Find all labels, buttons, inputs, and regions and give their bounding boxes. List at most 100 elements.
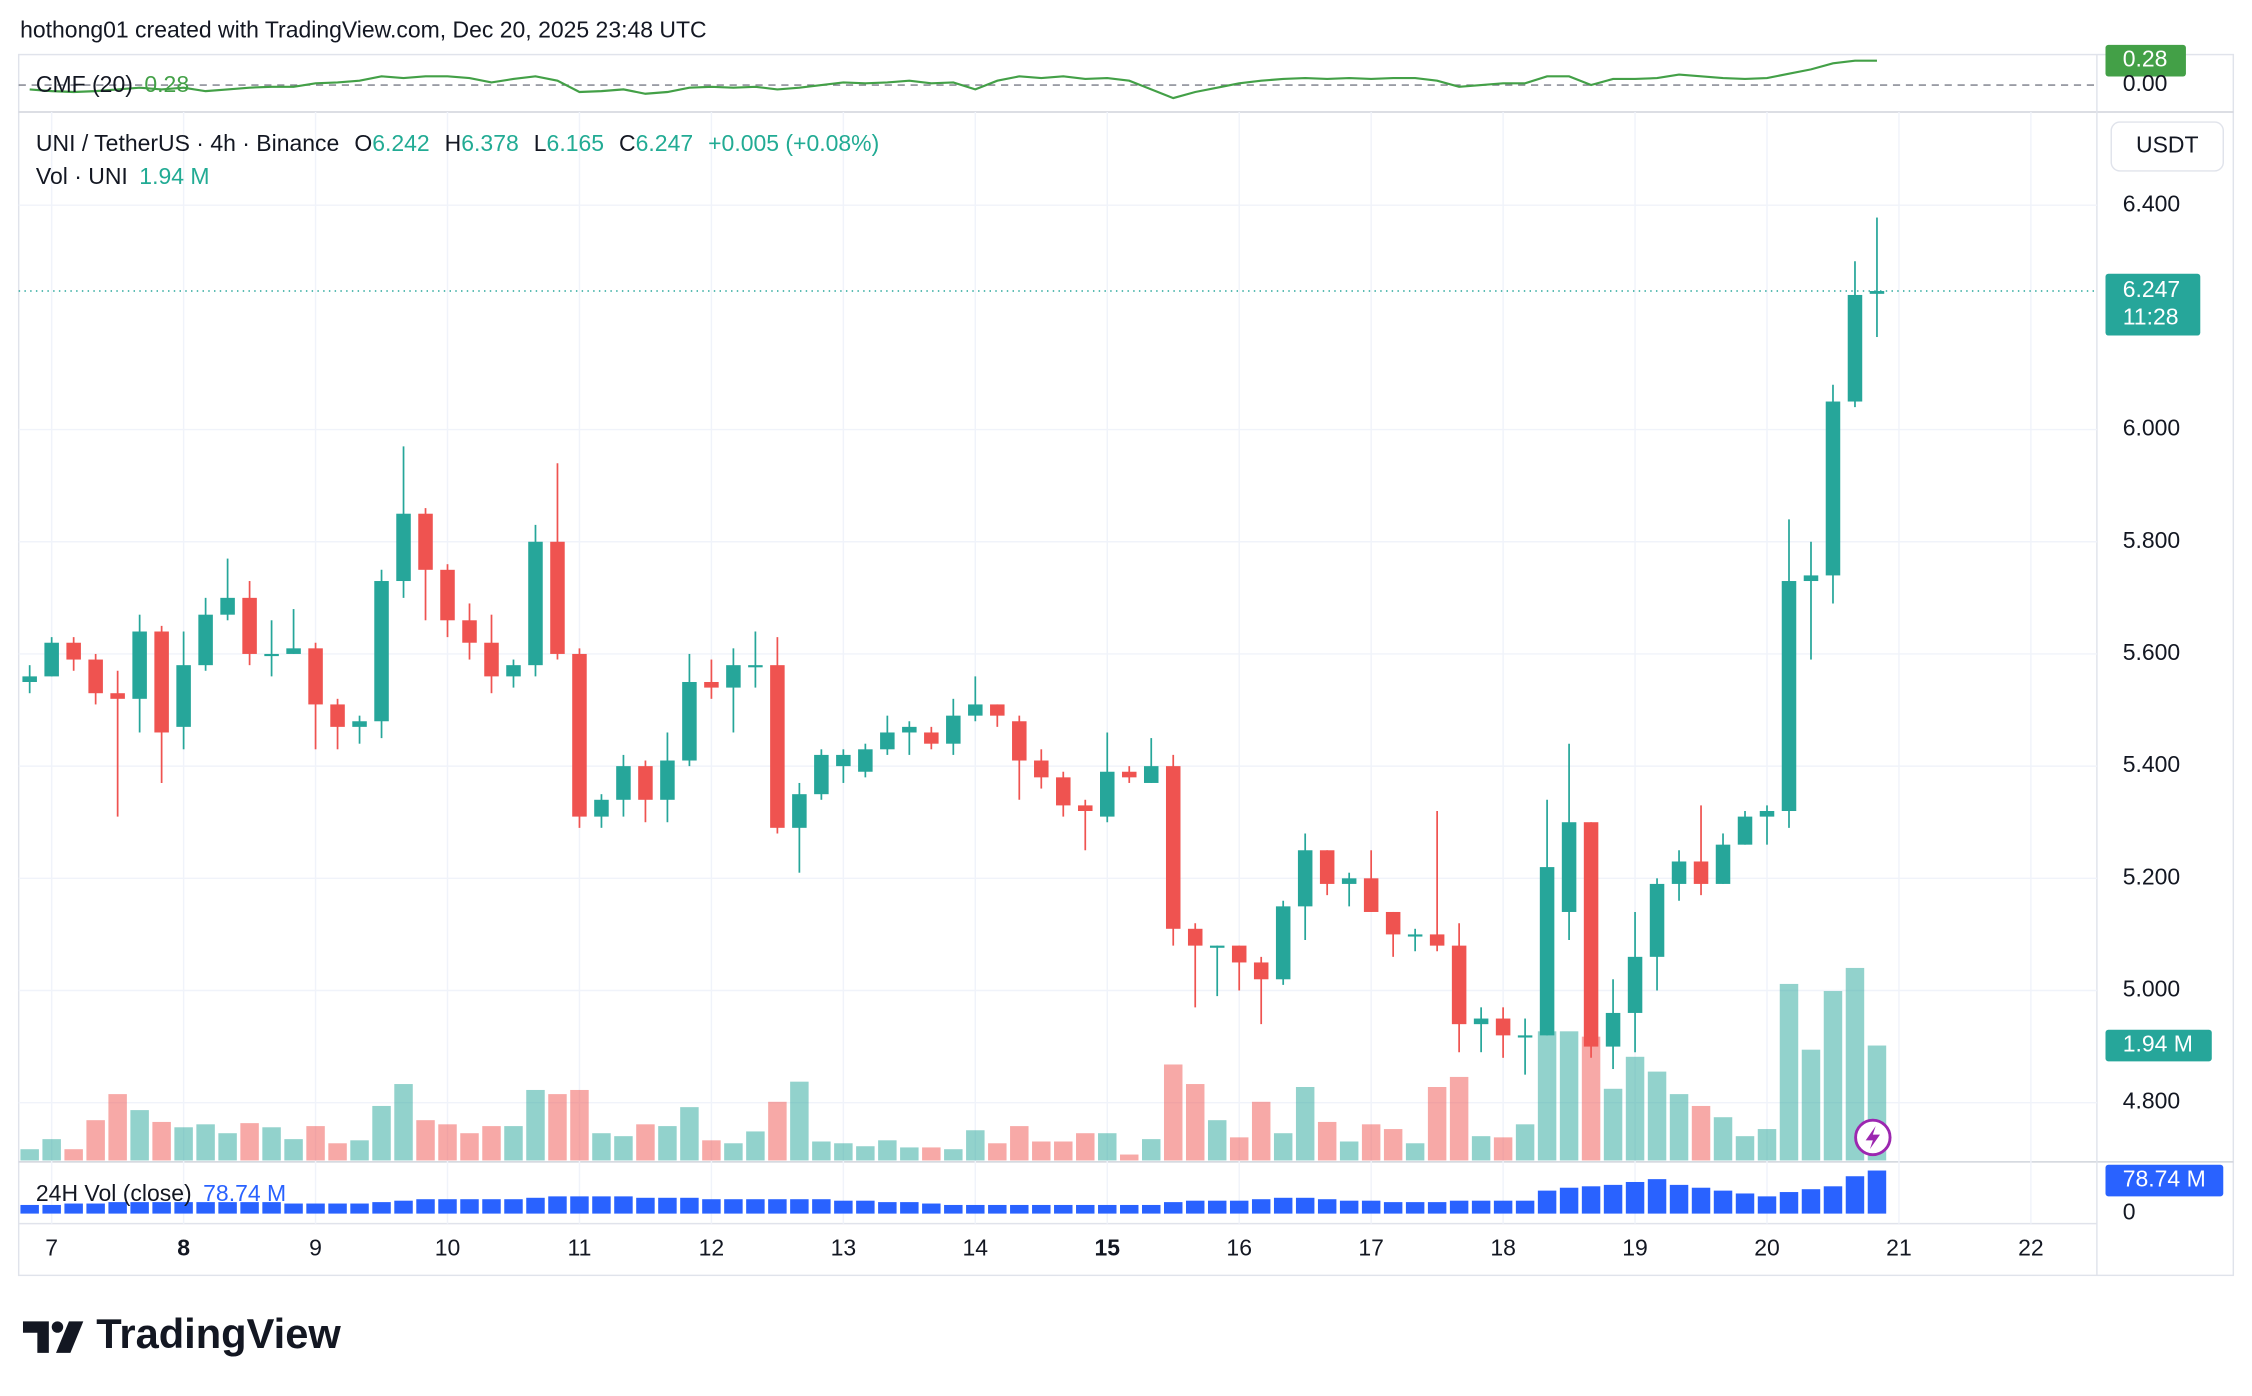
high-value: 6.378 (461, 130, 518, 156)
x-tick-label: 10 (435, 1235, 461, 1261)
candle-body (858, 749, 873, 772)
vol24h-bar (1295, 1197, 1315, 1214)
candle-body (572, 653, 587, 817)
candle-body (1583, 822, 1599, 1047)
vol24h-bar (1185, 1200, 1205, 1214)
candle-body (1429, 934, 1445, 946)
vol24h-bar (42, 1204, 61, 1214)
candle-body (990, 704, 1005, 716)
volume-name: Vol · UNI (36, 163, 128, 189)
volume-bar (1120, 1154, 1139, 1161)
cmf-legend: CMF (20) 0.28 (36, 71, 189, 97)
candle-body (330, 704, 345, 727)
vol24h-bar (570, 1196, 589, 1214)
vol24h-bar (636, 1197, 655, 1214)
vol24h-bar (1010, 1204, 1029, 1214)
volume-bar (1713, 1117, 1733, 1161)
volume-bar (1383, 1129, 1403, 1161)
vol24h-bar (306, 1203, 325, 1214)
volume-bar (284, 1139, 303, 1161)
volume-bar (1142, 1139, 1161, 1161)
volume-bar (1295, 1087, 1315, 1161)
candle-body (440, 569, 455, 621)
volume-bar (482, 1126, 501, 1161)
candle-body (1100, 771, 1115, 817)
candle-body (1385, 911, 1401, 935)
vol24h-bar (1779, 1192, 1799, 1214)
currency-button[interactable] (2110, 121, 2224, 172)
cmf-value: 0.28 (144, 71, 189, 97)
candle-body (1649, 883, 1665, 957)
volume-bar (1185, 1084, 1205, 1161)
vol24h-bar (614, 1196, 633, 1214)
vol24h-bar (1867, 1170, 1887, 1214)
vol24h-bar (768, 1199, 787, 1214)
volume-bar (1669, 1094, 1689, 1161)
icon-bolt[interactable] (1865, 1125, 1881, 1149)
candle-body (1737, 816, 1753, 845)
vol24h-bar (108, 1202, 127, 1214)
candle-body (1869, 291, 1885, 294)
candle-body (1209, 945, 1225, 948)
plot (18, 59, 2097, 1224)
volume-bar (1581, 1036, 1601, 1161)
vol24h-bar (1537, 1190, 1557, 1214)
vol24h-bar (1098, 1204, 1117, 1214)
vol24h-bar (988, 1204, 1007, 1214)
candle-body (1341, 878, 1357, 884)
candle-body (616, 766, 631, 800)
lightning-icon[interactable] (1854, 1118, 1892, 1157)
volume-bar (548, 1094, 567, 1161)
ohlc-label: H (445, 130, 462, 156)
volume-bar (64, 1149, 83, 1161)
candle-body (1451, 945, 1467, 1025)
volume-bar (1493, 1137, 1513, 1161)
x-tick-label: 12 (699, 1235, 725, 1261)
volume-bar (328, 1143, 347, 1161)
candle-body (924, 732, 939, 744)
ohlc-label: O (354, 130, 372, 156)
volume-bar (152, 1121, 171, 1161)
y-tick-label: 5.800 (2123, 527, 2180, 553)
vol24h-bar (1669, 1184, 1689, 1214)
vol24h-bar (1801, 1189, 1821, 1214)
volume-bar (306, 1126, 325, 1161)
candle-body (682, 681, 697, 761)
x-tick-label: 18 (1490, 1235, 1516, 1261)
volume-bar (504, 1126, 523, 1161)
vol24h-bar (746, 1199, 765, 1214)
candle-body (704, 681, 719, 688)
candle-body (1056, 777, 1071, 806)
vol24h-tag (2105, 1164, 2224, 1197)
volume-bar (636, 1124, 655, 1161)
volume-bar (350, 1140, 369, 1161)
candle-body (264, 653, 279, 657)
candle-body (176, 665, 191, 727)
chart-frame (17, 53, 2235, 1277)
currency[interactable]: USDT (2136, 132, 2199, 158)
vol24h-bar (724, 1199, 743, 1214)
x-tick-label: 15 (1094, 1235, 1120, 1261)
vol24h-bar (1603, 1184, 1623, 1214)
candle-body (1495, 1018, 1511, 1036)
volume-bar (1076, 1133, 1095, 1161)
volume-bar (196, 1124, 215, 1161)
vol24h-tick-label: 0 (2123, 1199, 2136, 1225)
y-tick-label: 6.400 (2123, 190, 2180, 216)
volume-bar (1471, 1136, 1491, 1161)
ohlc-label: L (534, 130, 547, 156)
vol24h-bar (1163, 1202, 1183, 1214)
cmf-tag-value: 0.28 (2123, 46, 2168, 72)
candle-body (1012, 721, 1027, 761)
vol24h-tag-value: 78.74 M (2123, 1166, 2206, 1192)
y-tick-label: 5.200 (2123, 863, 2180, 889)
volume-bar (746, 1131, 765, 1161)
volume-bar (1163, 1064, 1183, 1161)
x-tick-label: 16 (1226, 1235, 1252, 1261)
volume-bar (86, 1120, 105, 1161)
volume-bar (658, 1126, 677, 1161)
vol24h-bar (1076, 1204, 1095, 1214)
y-tick-label: 6.000 (2123, 415, 2180, 441)
vol24h-bar (1229, 1200, 1249, 1214)
